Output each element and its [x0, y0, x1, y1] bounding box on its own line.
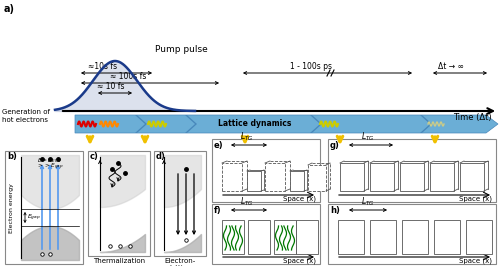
Text: Space (x): Space (x): [283, 258, 316, 264]
Bar: [212, 204, 320, 264]
Polygon shape: [185, 115, 197, 133]
Bar: [400, 163, 424, 191]
Text: $>> E_{gap}$: $>> E_{gap}$: [36, 162, 64, 172]
Text: Lattice dynamics: Lattice dynamics: [218, 119, 292, 128]
Text: Pump pulse: Pump pulse: [155, 45, 208, 54]
Text: Space (x): Space (x): [459, 258, 492, 264]
Text: ≈10s fs: ≈10s fs: [88, 62, 117, 71]
Bar: [308, 165, 326, 191]
Bar: [296, 220, 318, 254]
Text: Thermalization
(electronic system): Thermalization (electronic system): [86, 258, 152, 266]
Text: d): d): [156, 152, 166, 161]
Text: ≈ 10 fs: ≈ 10 fs: [97, 82, 124, 91]
Bar: [460, 163, 484, 191]
Bar: [434, 220, 460, 254]
Bar: [402, 220, 428, 254]
Text: c): c): [90, 152, 99, 161]
Bar: [290, 171, 304, 191]
Text: Δt → ∞: Δt → ∞: [438, 62, 464, 71]
Bar: [248, 220, 270, 254]
Text: Time (Δt): Time (Δt): [454, 113, 492, 122]
Text: Electron energy: Electron energy: [10, 183, 14, 233]
Text: Space (x): Space (x): [459, 196, 492, 202]
Polygon shape: [310, 115, 322, 133]
Bar: [466, 220, 492, 254]
Polygon shape: [135, 115, 147, 133]
Text: g): g): [330, 141, 340, 150]
Text: e): e): [214, 141, 224, 150]
Bar: [265, 163, 285, 191]
Text: $E_{gap}$: $E_{gap}$: [27, 212, 41, 223]
Text: $L_{TG}$: $L_{TG}$: [240, 131, 254, 143]
Bar: [247, 171, 261, 191]
Bar: [328, 204, 496, 264]
Text: Space (x): Space (x): [283, 196, 316, 202]
Text: $L_{TG}$: $L_{TG}$: [240, 196, 254, 208]
Bar: [370, 220, 396, 254]
Bar: [370, 163, 394, 191]
Bar: [430, 163, 454, 191]
Bar: [328, 139, 496, 202]
Text: $L_{TG}$: $L_{TG}$: [361, 131, 374, 143]
Polygon shape: [75, 115, 498, 133]
Bar: [338, 220, 364, 254]
Text: a): a): [4, 4, 15, 14]
Bar: [154, 151, 206, 256]
Bar: [340, 163, 364, 191]
Text: b): b): [7, 152, 17, 161]
Text: 1 - 100s ps: 1 - 100s ps: [290, 62, 332, 71]
Text: h): h): [330, 206, 340, 215]
Bar: [274, 220, 296, 254]
Bar: [212, 139, 320, 202]
Bar: [222, 163, 242, 191]
Bar: [222, 220, 244, 254]
Polygon shape: [420, 115, 432, 133]
Bar: [5, 151, 83, 264]
Text: $E = E_{EUV}$: $E = E_{EUV}$: [38, 156, 62, 165]
Text: Electron-
lattice
relaxation: Electron- lattice relaxation: [162, 258, 198, 266]
Text: $L_{TG}$: $L_{TG}$: [361, 196, 374, 208]
Bar: [88, 151, 150, 256]
Text: f): f): [214, 206, 222, 215]
Text: Generation of
hot electrons: Generation of hot electrons: [2, 109, 50, 123]
Text: ≈ 100s fs: ≈ 100s fs: [110, 72, 146, 81]
